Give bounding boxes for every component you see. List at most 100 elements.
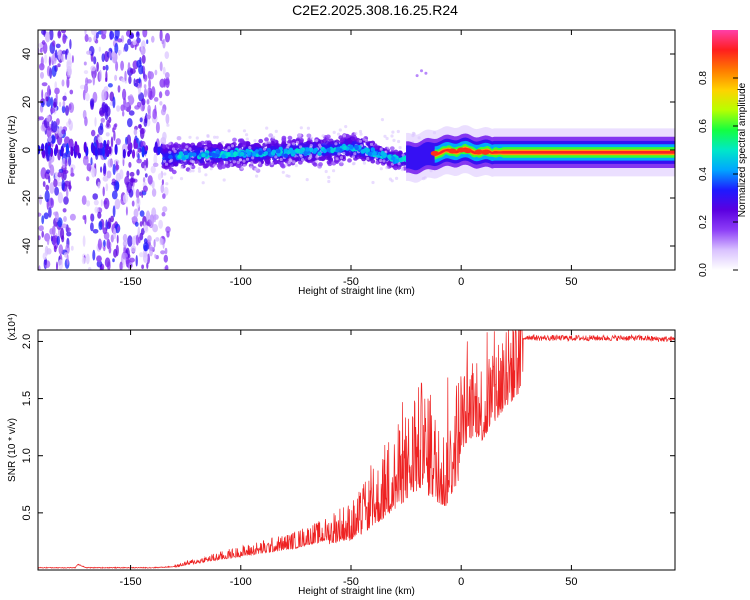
spectrogram-cell	[54, 211, 59, 223]
spectrogram-cell	[299, 145, 303, 149]
spectrogram-cell	[166, 230, 170, 238]
spectrogram-cell	[327, 179, 331, 184]
spectrogram-cell	[46, 126, 52, 138]
spectrogram-cell	[179, 144, 185, 149]
spectrogram-cell	[92, 229, 99, 234]
spectrogram-cell	[146, 114, 151, 120]
spectrogram-cell	[139, 124, 142, 129]
spectrogram-cell	[126, 134, 131, 146]
spectrogram-cell	[353, 152, 357, 156]
spectrogram-cell	[44, 54, 48, 64]
spectrogram-hotspot	[463, 148, 472, 154]
spectrogram-cell	[102, 65, 106, 71]
spectrogram-cell	[54, 87, 60, 95]
spectrogram-cell	[379, 167, 383, 171]
spectrogram-cell	[153, 239, 156, 248]
spectrogram-cell	[49, 228, 54, 235]
spectrogram-cell	[82, 235, 86, 247]
line-scale-label: (x10⁴)	[7, 313, 18, 340]
spectrogram-cell	[45, 31, 51, 43]
spectrogram-cell	[140, 41, 143, 52]
spectrogram-cell	[154, 254, 157, 259]
spectrogram-cell	[379, 147, 383, 151]
colorbar-label: Normalized spectral amplitude	[737, 82, 748, 217]
spectrogram-cell	[162, 238, 165, 249]
spectrogram-cell	[113, 130, 116, 141]
spectrogram-cell	[70, 245, 74, 251]
spectrogram-cell	[165, 77, 170, 89]
spectrogram-cell	[192, 145, 197, 150]
spectrogram-cell	[91, 129, 96, 137]
spectrogram-cell	[127, 38, 132, 46]
spectrogram-cell	[347, 158, 352, 163]
spectrogram-cell	[157, 146, 161, 156]
spectrogram-cell	[250, 161, 254, 165]
spectrogram-cell	[79, 84, 86, 90]
spectrogram-cell	[347, 139, 353, 144]
spectrogram-cell	[105, 70, 108, 82]
spectrogram-cell	[227, 129, 231, 133]
spectrogram-cell	[279, 157, 283, 162]
chart-title: C2E2.2025.308.16.25.R24	[292, 2, 458, 18]
spectrogram-cell	[315, 139, 319, 143]
spectrogram-cell	[42, 181, 46, 187]
spectrogram-cell	[153, 214, 159, 220]
spectrogram-cell	[225, 163, 231, 169]
spectrogram-cell	[41, 101, 45, 108]
spectrogram-cell	[105, 64, 109, 71]
spectrogram-cell	[107, 83, 113, 88]
spectrogram-cell	[383, 134, 387, 138]
spectrogram-cell	[270, 140, 275, 146]
spectrogram-cell	[48, 206, 52, 218]
spectrogram-cell	[165, 32, 170, 43]
spectrogram-cell	[61, 105, 66, 114]
spectrogram-cell	[143, 242, 149, 252]
spectrogram-cell	[351, 155, 355, 159]
spectrogram-cell	[164, 247, 168, 255]
spectrogram-cell	[141, 54, 146, 64]
spectrogram-cell	[89, 98, 95, 108]
spectrogram-cell	[326, 147, 331, 153]
spectrogram-cell	[108, 50, 112, 59]
spectrogram-cell	[291, 142, 296, 146]
spectrogram-cell	[97, 238, 102, 251]
spectrogram-cell	[229, 163, 233, 167]
spectrogram-cell	[365, 148, 370, 153]
spectrogram-cell	[58, 244, 64, 255]
spectrogram-cell	[126, 181, 132, 194]
colorbar-tick-label: 0.6	[698, 119, 709, 133]
colorbar-tick-label: 0.4	[698, 167, 709, 181]
spectrogram-cell	[159, 101, 163, 106]
spectrogram-cell	[47, 136, 53, 143]
spectrogram-cell	[216, 163, 222, 168]
spectrogram-cell	[62, 208, 67, 213]
spectrogram-cell	[102, 227, 108, 235]
spectrogram-cell	[64, 180, 70, 187]
spectrogram-cell	[129, 257, 135, 263]
spectrogram-cell	[305, 147, 310, 152]
spectrogram-cell	[227, 146, 231, 150]
spectrogram-cell	[148, 71, 155, 80]
spectrogram-cell	[93, 56, 97, 65]
heatmap-x-axis-label: Height of straight line (km)	[298, 286, 415, 297]
spectrogram-cell	[103, 139, 107, 149]
spectrogram-cell	[43, 212, 49, 220]
spectrogram-cell	[152, 162, 159, 167]
spectrogram-cell	[54, 49, 58, 59]
heatmap-x-tick-label: 50	[565, 276, 577, 288]
spectrogram-cell	[183, 150, 189, 156]
spectrogram-cell	[49, 30, 54, 41]
spectrogram-cell	[61, 54, 65, 63]
spectrogram-cell	[157, 173, 162, 181]
spectrogram-cell	[110, 234, 114, 243]
spectrogram-cell	[197, 167, 201, 171]
spectrogram-cell	[63, 216, 67, 222]
spectrogram-cell	[398, 151, 403, 156]
line-x-tick-label: 50	[565, 576, 577, 588]
spectrogram-cell	[391, 130, 395, 134]
spectrogram-cell	[168, 167, 174, 172]
spectrogram-cell	[90, 65, 96, 72]
spectrogram-cell	[321, 134, 325, 138]
spectrogram-cell	[349, 144, 354, 150]
snr-series-line	[38, 330, 675, 569]
